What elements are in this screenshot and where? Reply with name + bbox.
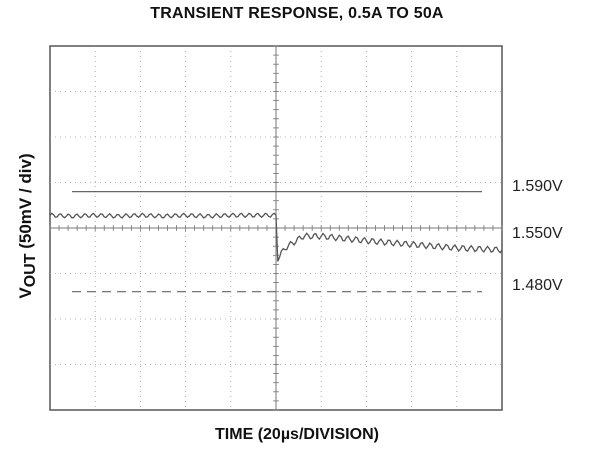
reference-levels: [72, 191, 482, 293]
level-label-1480: 1.480V: [512, 277, 563, 294]
level-label-1550: 1.550V: [512, 225, 563, 242]
vout-trace: [49, 212, 503, 262]
chart-title: TRANSIENT RESPONSE, 0.5A TO 50A: [150, 5, 444, 22]
x-axis-label: TIME (20µs/DIVISION): [215, 426, 379, 443]
level-label-1590: 1.590V: [512, 178, 563, 195]
